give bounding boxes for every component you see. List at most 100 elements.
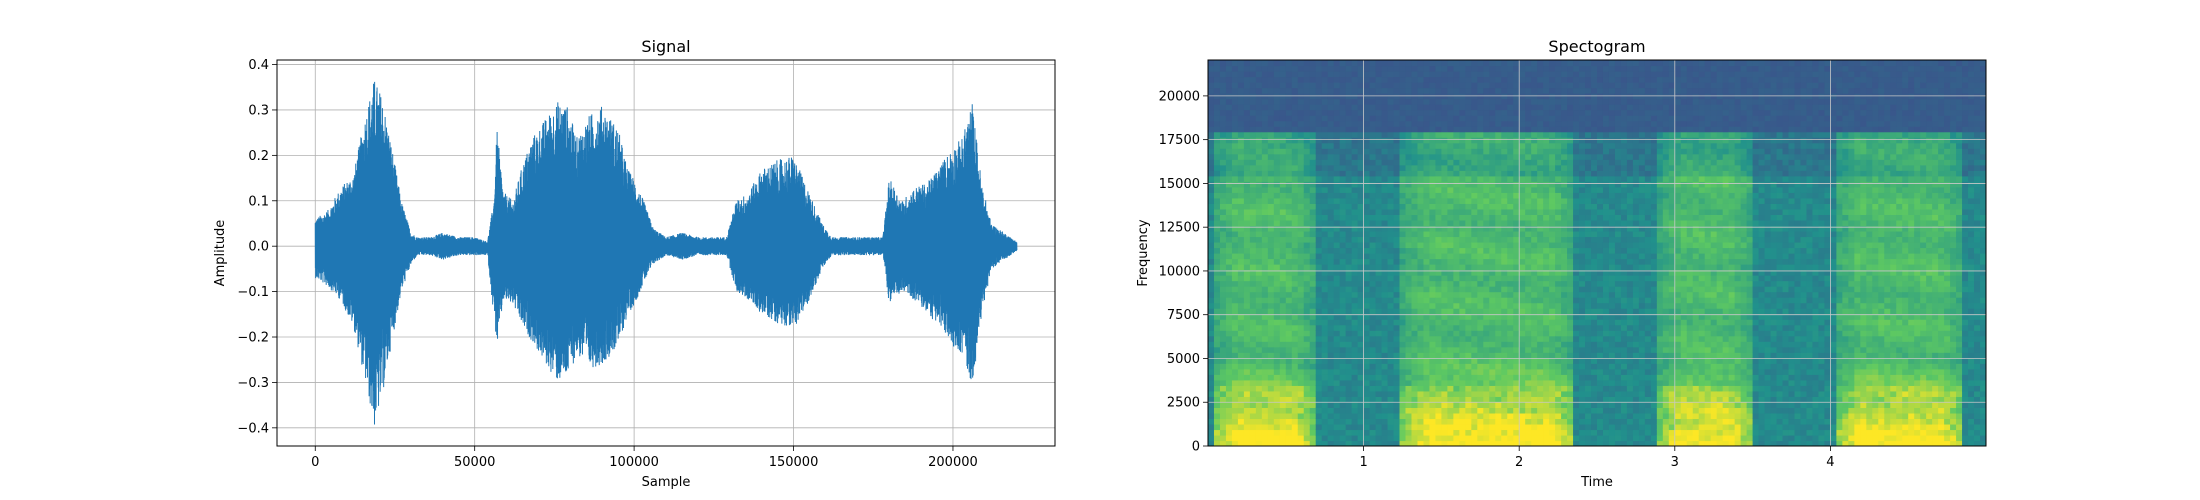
spectrogram-cell	[1477, 82, 1484, 89]
spectrogram-cell	[1339, 104, 1347, 111]
spectrogram-cell	[1489, 429, 1496, 436]
spectrogram-cell	[1513, 82, 1520, 89]
spectrogram-cell	[1585, 208, 1592, 215]
spectrogram-cell	[1608, 297, 1616, 304]
spectrogram-cell	[1219, 324, 1227, 331]
spectrogram-cell	[1513, 324, 1520, 331]
spectrogram-cell	[1620, 368, 1628, 375]
spectrogram-cell	[1345, 330, 1353, 337]
spectrogram-cell	[1441, 225, 1448, 232]
spectrogram-cell	[1267, 208, 1275, 215]
spectrogram-cell	[1555, 126, 1562, 133]
spectrogram-cell	[1579, 253, 1586, 260]
spectrogram-cell	[1387, 423, 1395, 431]
spectrogram-cell	[1614, 258, 1622, 265]
spectrogram-cell	[1321, 225, 1329, 232]
spectrogram-cell	[1273, 363, 1281, 370]
spectrogram-cell	[1423, 390, 1431, 397]
spectrogram-cell	[1471, 60, 1478, 67]
spectrogram-cell	[1435, 258, 1442, 265]
spectrogram-cell	[1405, 291, 1413, 298]
spectrogram-cell	[1405, 131, 1413, 138]
spectrogram-cell	[1597, 203, 1604, 210]
spectrogram-cell	[1602, 368, 1610, 375]
spectrogram-cell	[1303, 440, 1311, 446]
spectrogram-cell	[1303, 142, 1311, 149]
spectrogram-cell	[1339, 76, 1347, 83]
spectrogram-cell	[1620, 275, 1628, 282]
spectrogram-cell	[1309, 236, 1317, 243]
spectrogram-cell	[1501, 291, 1508, 298]
spectrogram-cell	[1381, 181, 1389, 188]
spectrogram-cell	[1363, 434, 1371, 442]
spectrogram-cell	[1303, 219, 1311, 227]
spectrogram-cell	[1291, 230, 1299, 238]
spectrogram-cell	[1219, 313, 1227, 320]
spectrogram-cell	[1285, 115, 1293, 122]
spectrogram-cell	[1327, 137, 1335, 144]
spectrogram-cell	[1208, 109, 1215, 116]
spectrogram-cell	[1441, 186, 1448, 193]
spectrogram-cell	[1591, 115, 1598, 122]
spectrogram-cell	[1213, 330, 1221, 337]
spectrogram-cell	[1381, 115, 1389, 122]
spectrogram-cell	[1208, 346, 1215, 353]
spectrogram-cell	[1417, 396, 1425, 403]
spectrogram-cell	[1513, 76, 1520, 83]
spectrogram-cell	[1387, 71, 1395, 78]
spectrogram-cell	[1363, 214, 1371, 221]
spectrogram-cell	[1369, 335, 1377, 342]
spectrogram-cell	[1435, 440, 1442, 446]
spectrogram-cell	[1249, 390, 1257, 397]
spectrogram-cell	[1477, 291, 1484, 298]
spectrogram-cell	[1573, 126, 1580, 133]
spectrogram-cell	[1543, 82, 1550, 89]
spectrogram-cell	[1537, 341, 1544, 348]
spectrogram-cell	[1291, 71, 1299, 78]
spectrogram-cell	[1501, 203, 1508, 210]
spectrogram-cell	[1465, 120, 1472, 127]
spectrogram-cell	[1614, 142, 1622, 149]
spectrogram-cell	[1561, 148, 1568, 155]
spectrogram-cell	[1411, 115, 1419, 122]
spectrogram-cell	[1303, 407, 1311, 414]
spectrogram-cell	[1620, 76, 1628, 83]
spectrogram-cell	[1208, 258, 1215, 265]
spectrogram-cell	[1363, 357, 1371, 364]
spectrogram-cell	[1531, 137, 1538, 144]
spectrogram-cell	[1225, 82, 1233, 89]
spectrogram-cell	[1447, 275, 1454, 282]
spectrogram-cell	[1525, 313, 1532, 320]
spectrogram-cell	[1321, 401, 1329, 408]
spectrogram-cell	[1249, 258, 1257, 265]
spectrogram-cell	[1513, 297, 1520, 304]
spectrogram-cell	[1459, 269, 1466, 276]
spectrogram-cell	[1453, 137, 1460, 144]
spectrogram-cell	[1495, 203, 1502, 210]
spectrogram-cell	[1303, 197, 1311, 204]
spectrogram-cell	[1597, 76, 1604, 83]
spectrogram-cell	[1399, 258, 1407, 265]
spectrogram-cell	[1555, 208, 1562, 215]
spectrogram-cell	[1363, 219, 1371, 227]
spectrogram-cell	[1483, 302, 1490, 309]
spectrogram-cell	[1339, 71, 1347, 78]
spectrogram-cell	[1602, 203, 1610, 210]
spectrogram-cell	[1453, 280, 1460, 287]
spectrogram-cell	[1483, 346, 1490, 353]
spectrogram-cell	[1537, 164, 1544, 171]
spectrogram-cell	[1327, 390, 1335, 397]
spectrogram-cell	[1555, 319, 1562, 326]
spectrogram-cell	[1608, 330, 1616, 337]
spectrogram-cell	[1267, 429, 1275, 436]
spectrogram-cell	[1225, 286, 1233, 293]
spectrogram-cell	[1620, 109, 1628, 116]
spectrogram-cell	[1489, 341, 1496, 348]
spectrogram-cell	[1489, 423, 1496, 431]
spectrogram-cell	[1219, 363, 1227, 370]
spectrogram-cell	[1543, 208, 1550, 215]
spectrogram-cell	[1626, 208, 1634, 215]
spectrogram-cell	[1483, 434, 1490, 442]
spectrogram-cell	[1219, 115, 1227, 122]
spectrogram-cell	[1237, 379, 1245, 386]
